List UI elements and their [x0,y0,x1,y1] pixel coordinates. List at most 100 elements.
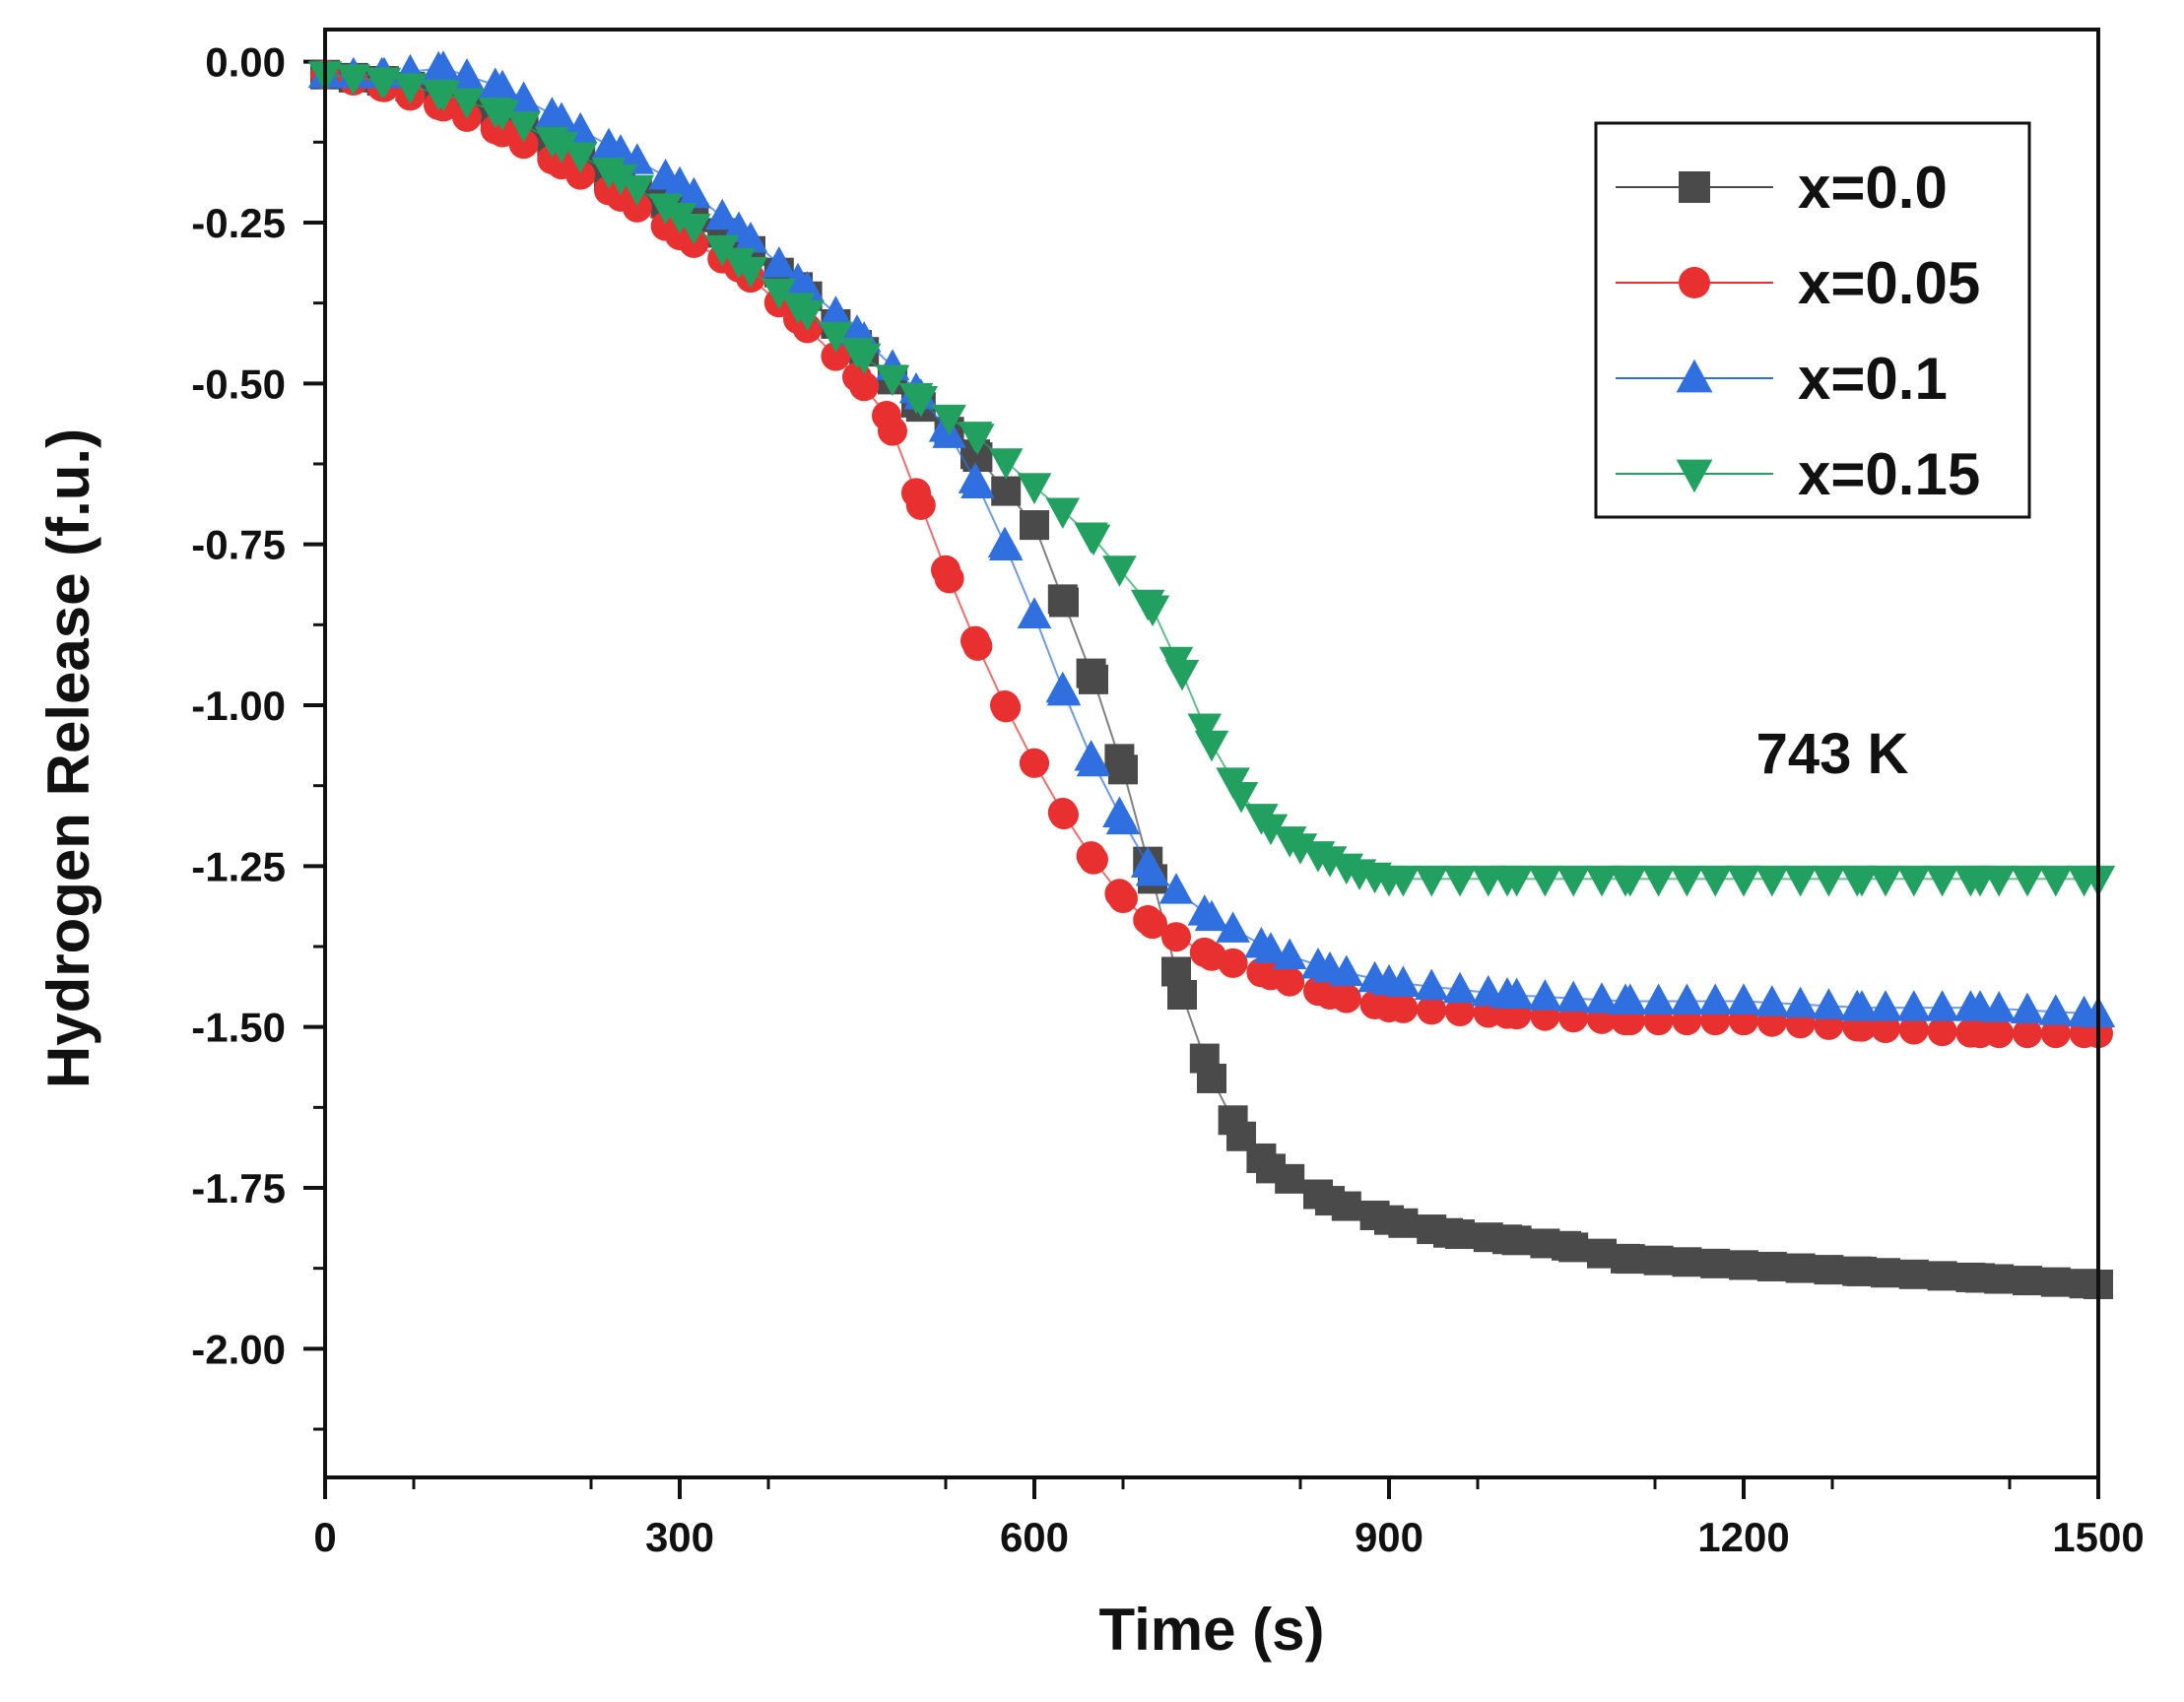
interpolated-marker [1244,804,1279,835]
interpolated-marker [1528,865,1562,897]
interpolated-marker [761,246,797,278]
interpolated-marker [1842,1256,1873,1286]
interpolated-marker [1555,865,1591,897]
interpolated-marker [535,126,569,159]
interpolated-marker [1275,1163,1305,1194]
interpolated-marker [1726,983,1761,1015]
interpolated-marker [733,256,768,289]
interpolated-marker [1388,993,1419,1023]
legend-box [1594,121,2031,519]
interpolated-marker [1501,1225,1532,1256]
interpolated-marker [1670,983,1704,1015]
series-x=0.05 [310,59,2113,1049]
x-tick-label: 0 [313,1514,336,1560]
interpolated-marker [648,193,683,226]
interpolated-marker [591,127,627,160]
interpolated-marker [1812,988,1846,1019]
interpolated-marker [1386,865,1421,897]
interpolated-marker [1896,990,1932,1021]
interpolated-marker [1329,954,1364,987]
interpolated-marker [1331,983,1361,1014]
interpolated-marker [1871,1258,1900,1288]
interpolated-marker [1953,865,1988,897]
interpolated-marker [1555,980,1591,1013]
interpolated-marker [1925,990,1959,1021]
legend-entry: x=0.0 [1616,155,1948,221]
interpolated-marker [1697,983,1733,1015]
interpolated-marker [1615,1244,1645,1275]
interpolated-marker [2010,865,2045,897]
interpolated-marker [449,88,485,120]
interpolated-marker [1102,796,1137,828]
interpolated-marker [819,295,853,327]
interpolated-marker [1981,865,2017,897]
interpolated-marker [704,198,740,230]
y-axis-title: Hydrogen Release (f.u.) [35,428,101,1088]
interpolated-marker [1414,968,1449,1001]
x-tick-label: 600 [1000,1514,1069,1560]
series-layer [307,50,2116,1299]
interpolated-marker [1896,865,1932,897]
legend-entry: x=0.05 [1616,250,1980,316]
interpolated-marker [1927,1261,1957,1291]
interpolated-marker [1218,948,1248,978]
interpolated-marker [1272,826,1307,858]
interpolated-marker [1499,865,1534,897]
interpolated-marker [1045,497,1081,529]
interpolated-marker [1584,865,1620,897]
legend-marker [1679,267,1710,298]
interpolated-marker [1814,1255,1844,1285]
interpolated-marker [846,343,882,375]
interpolated-marker [790,299,825,332]
legend-label: x=0.0 [1798,155,1948,221]
interpolated-marker [2010,992,2045,1024]
y-tick-label: -1.50 [191,1005,286,1051]
interpolated-marker [1216,911,1250,943]
y-tick-label: -0.50 [191,360,286,407]
interpolated-marker [1047,797,1078,827]
interpolated-marker [1272,938,1307,970]
interpolated-marker [1442,971,1478,1004]
interpolated-marker [478,67,513,98]
interpolated-marker [1445,1219,1475,1250]
interpolated-marker [1020,748,1049,778]
legend: x=0.0 x=0.05 x=0.1 x=0.15 [1594,121,2031,519]
interpolated-marker [1729,1250,1758,1280]
interpolated-marker [1017,473,1052,504]
interpolated-marker [1300,841,1336,873]
interpolated-marker [1445,996,1475,1026]
interpolated-marker [677,213,711,245]
interpolated-marker [819,321,853,354]
interpolated-marker [1414,865,1449,897]
interpolated-marker [1133,904,1163,935]
interpolated-marker [1417,995,1447,1025]
interpolated-marker [1388,1208,1419,1238]
legend-entry: x=0.15 [1616,441,1980,507]
interpolated-marker [1442,865,1478,897]
interpolated-marker [849,371,880,402]
interpolated-marker [2040,1267,2071,1297]
interpolated-marker [393,73,428,105]
interpolated-marker [934,563,964,594]
interpolated-marker [1955,1262,1986,1292]
interpolated-marker [1020,510,1049,541]
interpolated-marker [1158,646,1194,679]
interpolated-marker [1104,879,1135,909]
interpolated-marker [1187,713,1223,745]
interpolated-marker [1868,865,1903,897]
interpolated-marker [878,416,907,446]
interpolated-marker [1104,744,1135,774]
interpolated-marker [733,221,768,253]
interpolated-marker [1045,671,1081,703]
interpolated-marker [1047,584,1078,615]
interpolated-marker [1839,989,1875,1021]
interpolated-marker [1102,556,1137,587]
interpolated-marker [903,386,939,418]
interpolated-marker [1473,1222,1503,1253]
interpolated-marker [1670,865,1704,897]
interpolated-marker [1754,985,1790,1016]
interpolated-marker [1613,865,1648,897]
interpolated-marker [1303,976,1333,1007]
interpolated-marker [1246,957,1277,988]
